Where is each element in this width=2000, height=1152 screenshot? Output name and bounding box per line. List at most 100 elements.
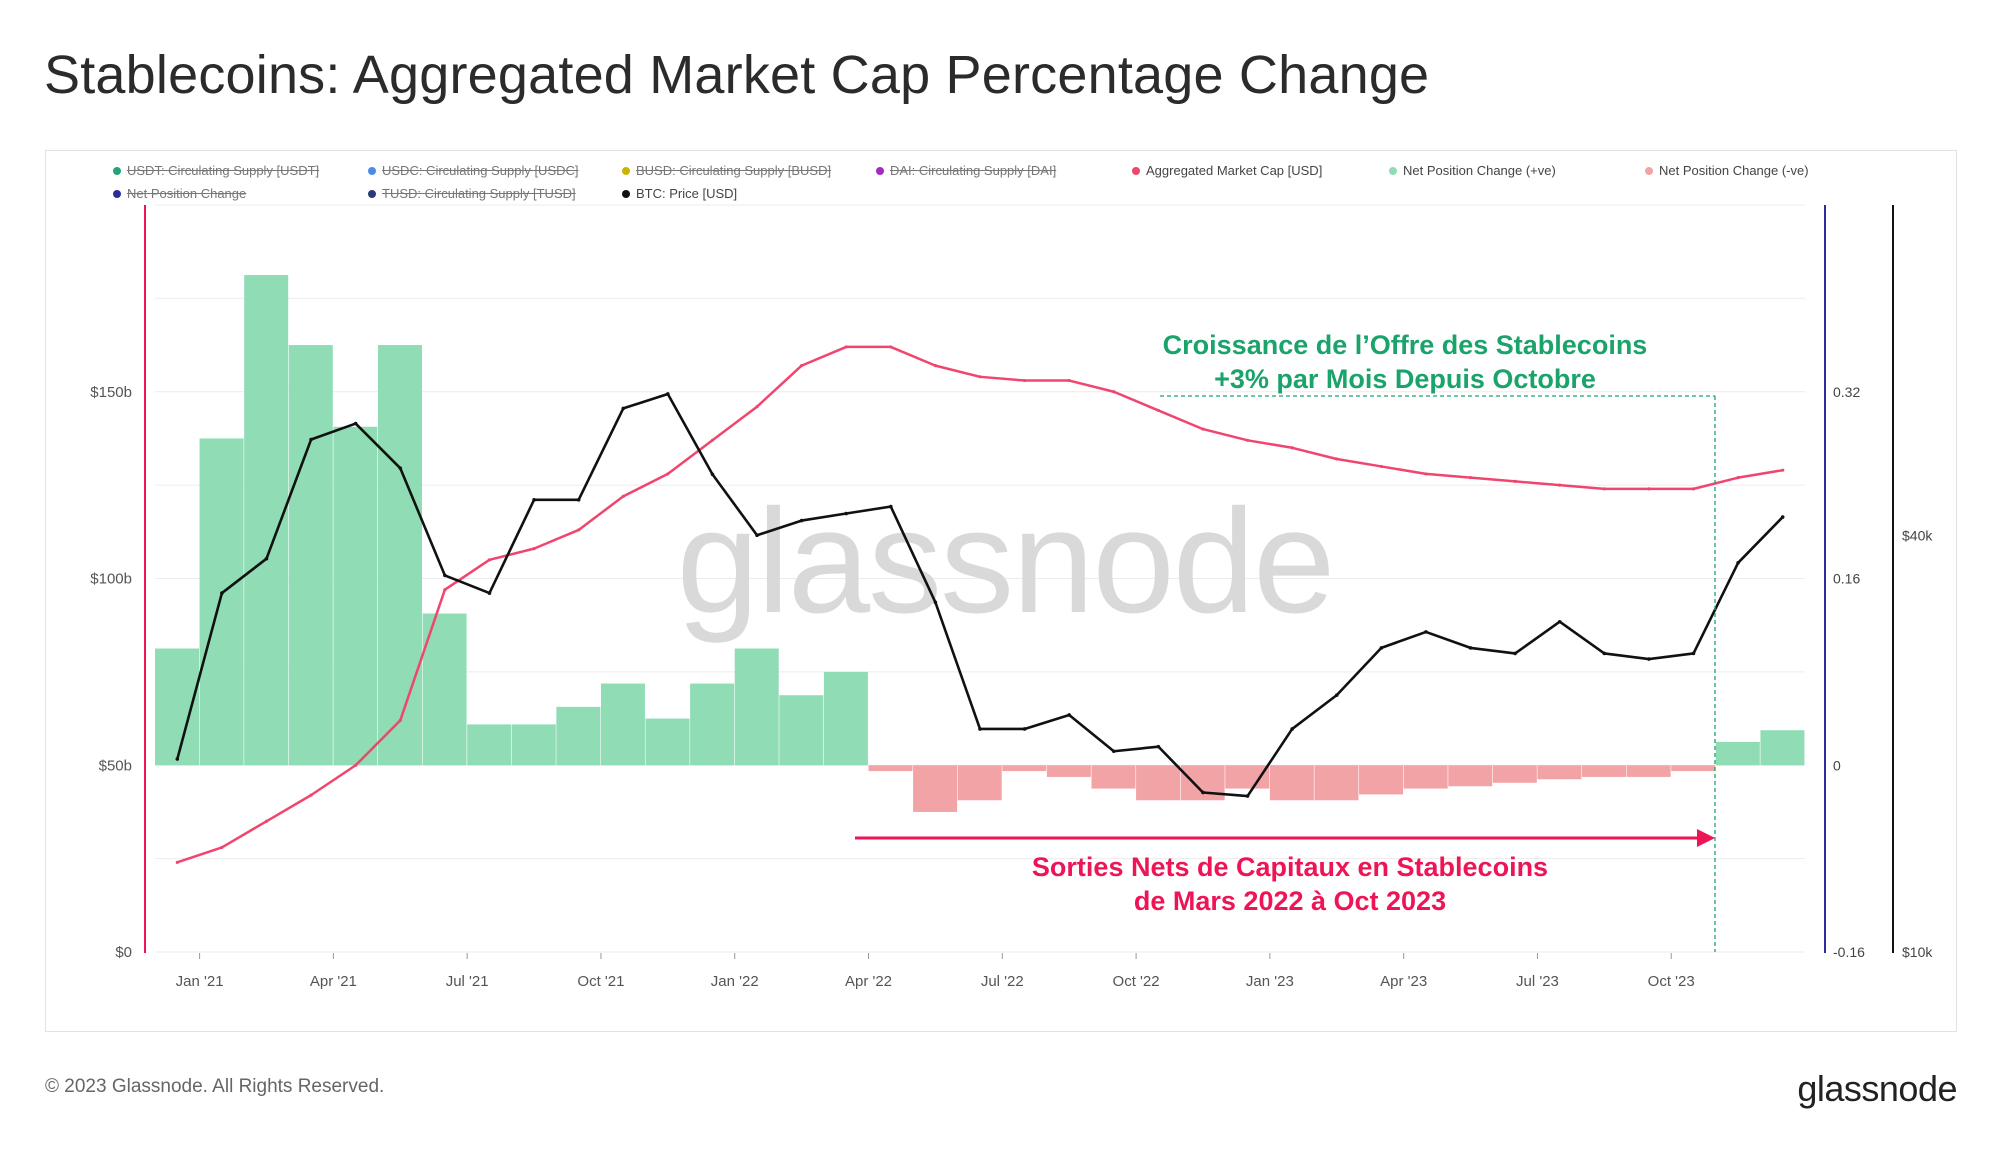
btc-price-point bbox=[443, 573, 447, 578]
btc-price-point bbox=[1290, 727, 1294, 731]
legend-item[interactable]: Net Position Change bbox=[113, 186, 246, 201]
btc-price-point bbox=[799, 518, 804, 523]
legend-dot-icon bbox=[1132, 166, 1140, 175]
x-axis-tick-label: Jan '22 bbox=[711, 973, 759, 990]
net-position-bar bbox=[645, 718, 690, 766]
legend-item[interactable]: Net Position Change (+ve) bbox=[1389, 163, 1556, 178]
market-cap-point bbox=[1245, 438, 1250, 442]
market-cap-point bbox=[755, 405, 759, 409]
left-axis-tick-label: $0 bbox=[115, 944, 132, 961]
mid-axis-tick-label: 0.16 bbox=[1833, 571, 1860, 587]
btc-price-point bbox=[487, 591, 492, 595]
annotations: Croissance de l’Offre des Stablecoins +3… bbox=[855, 330, 1716, 952]
btc-price-point bbox=[576, 498, 581, 502]
net-position-bar bbox=[1180, 765, 1225, 801]
btc-price-point bbox=[1334, 693, 1339, 697]
btc-price-point bbox=[220, 591, 224, 595]
btc-price-point bbox=[1736, 560, 1740, 565]
legend-dot-icon bbox=[622, 189, 630, 198]
legend-label: Net Position Change bbox=[127, 186, 247, 201]
net-position-bar bbox=[1537, 765, 1582, 780]
legend-item[interactable]: USDC: Circulating Supply [USDC] bbox=[368, 163, 579, 178]
net-position-bar bbox=[511, 724, 556, 766]
market-cap-point bbox=[621, 494, 625, 498]
red-arrow-head bbox=[1697, 829, 1715, 847]
legend-item[interactable]: Net Position Change (-ve) bbox=[1645, 163, 1809, 178]
market-cap-point bbox=[532, 547, 536, 551]
btc-price-point bbox=[978, 727, 982, 731]
btc-price-point bbox=[532, 498, 536, 502]
btc-price-point bbox=[1691, 651, 1696, 656]
market-cap-point bbox=[175, 860, 179, 864]
red-annotation-line1: Sorties Nets de Capitaux en Stablecoins bbox=[1032, 852, 1548, 882]
legend-label: Net Position Change (-ve) bbox=[1659, 163, 1809, 178]
legend-dot-icon bbox=[113, 189, 121, 198]
brand-logo: glassnode bbox=[1797, 1068, 1957, 1109]
market-cap-point bbox=[1201, 427, 1205, 431]
market-cap-point bbox=[443, 588, 447, 592]
market-cap-point bbox=[1067, 378, 1071, 383]
net-position-bar bbox=[1448, 765, 1493, 787]
btc-price-point bbox=[621, 406, 626, 411]
net-position-bar bbox=[1582, 765, 1627, 777]
btc-price-point bbox=[933, 600, 938, 605]
net-position-bar bbox=[1269, 765, 1314, 801]
net-position-bar bbox=[600, 683, 645, 766]
market-cap-point bbox=[1647, 487, 1651, 491]
net-position-bar bbox=[734, 648, 779, 766]
net-position-bar bbox=[779, 695, 824, 766]
x-axis-tick-label: Apr '23 bbox=[1380, 973, 1427, 990]
legend-dot-icon bbox=[113, 166, 121, 175]
market-cap-point bbox=[1112, 390, 1116, 394]
legend-label: Net Position Change (+ve) bbox=[1403, 163, 1556, 178]
net-position-bar bbox=[422, 613, 467, 766]
legend-item[interactable]: DAI: Circulating Supply [DAI] bbox=[876, 163, 1056, 178]
x-axis-tick-label: Jul '21 bbox=[446, 973, 489, 990]
x-axis-tick-label: Oct '21 bbox=[577, 973, 624, 990]
legend-item[interactable]: TUSD: Circulating Supply [TUSD] bbox=[368, 186, 576, 201]
watermark: glassnode bbox=[677, 479, 1334, 644]
legend-item[interactable]: USDT: Circulating Supply [USDT] bbox=[113, 163, 319, 178]
net-position-bar bbox=[913, 765, 958, 812]
btc-price-point bbox=[353, 421, 358, 426]
legend-dot-icon bbox=[368, 189, 376, 198]
x-axis-tick-label: Jan '23 bbox=[1246, 973, 1294, 990]
btc-price-point bbox=[755, 533, 759, 538]
legend-label: DAI: Circulating Supply [DAI] bbox=[890, 163, 1057, 178]
market-cap-point bbox=[220, 845, 224, 850]
legend-item[interactable]: Aggregated Market Cap [USD] bbox=[1132, 163, 1322, 178]
market-cap-point bbox=[1781, 468, 1785, 472]
mid-axis-tick-label: -0.16 bbox=[1833, 944, 1865, 960]
btc-price-point bbox=[1647, 657, 1651, 661]
market-cap-point bbox=[309, 793, 313, 797]
btc-price-point bbox=[264, 556, 269, 561]
btc-price-point bbox=[666, 392, 670, 396]
legend-label: USDC: Circulating Supply [USDC] bbox=[382, 163, 579, 178]
market-cap-point bbox=[978, 375, 982, 379]
mid-axis-tick-label: 0 bbox=[1833, 757, 1841, 773]
market-cap-point bbox=[1558, 483, 1562, 487]
legend-item[interactable]: BTC: Price [USD] bbox=[622, 186, 737, 201]
market-cap-point bbox=[577, 528, 581, 532]
legend-item[interactable]: BUSD: Circulating Supply [BUSD] bbox=[622, 163, 831, 178]
x-axis-tick-label: Jan '21 bbox=[176, 973, 224, 990]
x-axis-tick-label: Oct '23 bbox=[1648, 973, 1695, 990]
btc-price-point bbox=[844, 511, 849, 516]
market-cap-point bbox=[1290, 446, 1294, 450]
market-cap-point bbox=[1335, 457, 1339, 461]
net-position-bar bbox=[1091, 765, 1136, 789]
green-annotation-line2: +3% par Mois Depuis Octobre bbox=[1214, 364, 1596, 394]
btc-price-point bbox=[1201, 790, 1205, 795]
market-cap-point bbox=[889, 345, 893, 349]
legend-label: BTC: Price [USD] bbox=[636, 186, 738, 201]
net-position-bar bbox=[1626, 765, 1671, 777]
market-cap-point bbox=[1513, 479, 1517, 483]
market-cap-point bbox=[1424, 472, 1428, 476]
market-cap-point bbox=[487, 558, 492, 562]
market-cap-point bbox=[1022, 378, 1027, 383]
legend-label: BUSD: Circulating Supply [BUSD] bbox=[636, 163, 832, 178]
legend-dot-icon bbox=[1645, 166, 1653, 175]
net-position-bar bbox=[1403, 765, 1448, 789]
net-position-bar bbox=[1671, 765, 1716, 772]
market-cap-point bbox=[1156, 408, 1160, 413]
